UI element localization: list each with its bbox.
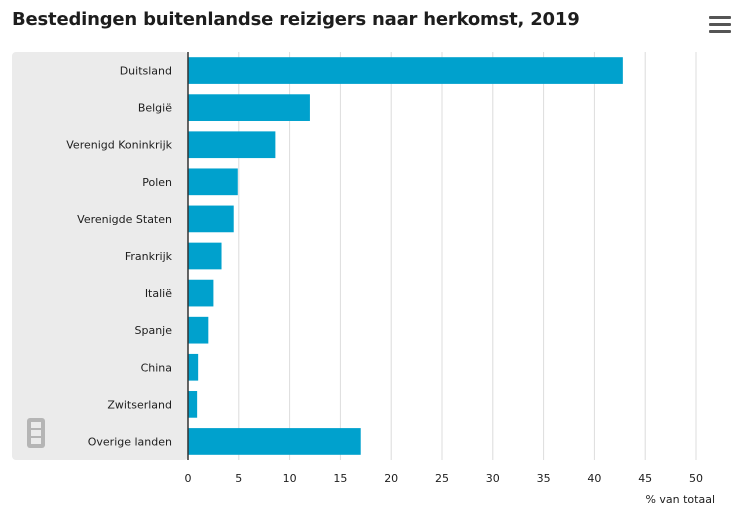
category-label: Italië	[145, 287, 172, 300]
category-label: België	[138, 102, 172, 115]
x-tick-label: 35	[537, 472, 551, 485]
bar[interactable]	[188, 168, 238, 196]
x-tick-label: 40	[587, 472, 601, 485]
category-label: China	[141, 361, 172, 374]
category-label: Overige landen	[88, 435, 172, 448]
category-label: Zwitserland	[107, 398, 172, 411]
category-label: Verenigd Koninkrijk	[66, 139, 172, 152]
gridlines	[238, 52, 697, 460]
x-tick-label: 30	[486, 472, 500, 485]
bars	[188, 57, 623, 455]
x-tick-labels: 0 5 10 15 20 25 30 35 40 45 50	[185, 472, 704, 485]
bar[interactable]	[188, 279, 214, 307]
cbs-logo-icon	[27, 418, 45, 448]
bar[interactable]	[188, 57, 623, 84]
category-label: Verenigde Staten	[77, 213, 172, 226]
bar[interactable]	[188, 205, 234, 233]
bar[interactable]	[188, 316, 209, 344]
category-label-panel	[12, 52, 188, 460]
x-tick-label: 20	[384, 472, 398, 485]
x-tick-label: 5	[235, 472, 242, 485]
bar[interactable]	[188, 391, 198, 418]
category-label: Polen	[142, 176, 172, 189]
bar[interactable]	[188, 131, 276, 159]
x-tick-label: 15	[333, 472, 347, 485]
bar[interactable]	[188, 353, 199, 381]
x-tick-label: 50	[689, 472, 703, 485]
category-label: Frankrijk	[125, 250, 173, 263]
x-tick-label: 0	[185, 472, 192, 485]
x-tick-label: 45	[638, 472, 652, 485]
x-tick-label: 10	[283, 472, 297, 485]
x-axis-title: % van totaal	[645, 493, 715, 506]
x-tick-label: 25	[435, 472, 449, 485]
category-label: Duitsland	[120, 65, 172, 78]
bar[interactable]	[188, 94, 310, 121]
category-label: Spanje	[134, 324, 172, 337]
bar[interactable]	[188, 242, 222, 270]
category-labels: Duitsland België Verenigd Koninkrijk Polen V…	[66, 65, 172, 449]
bar[interactable]	[188, 428, 361, 455]
chart-title: Bestedingen buitenlandse reizigers naar …	[12, 9, 580, 30]
hamburger-menu-icon[interactable]	[709, 16, 731, 34]
